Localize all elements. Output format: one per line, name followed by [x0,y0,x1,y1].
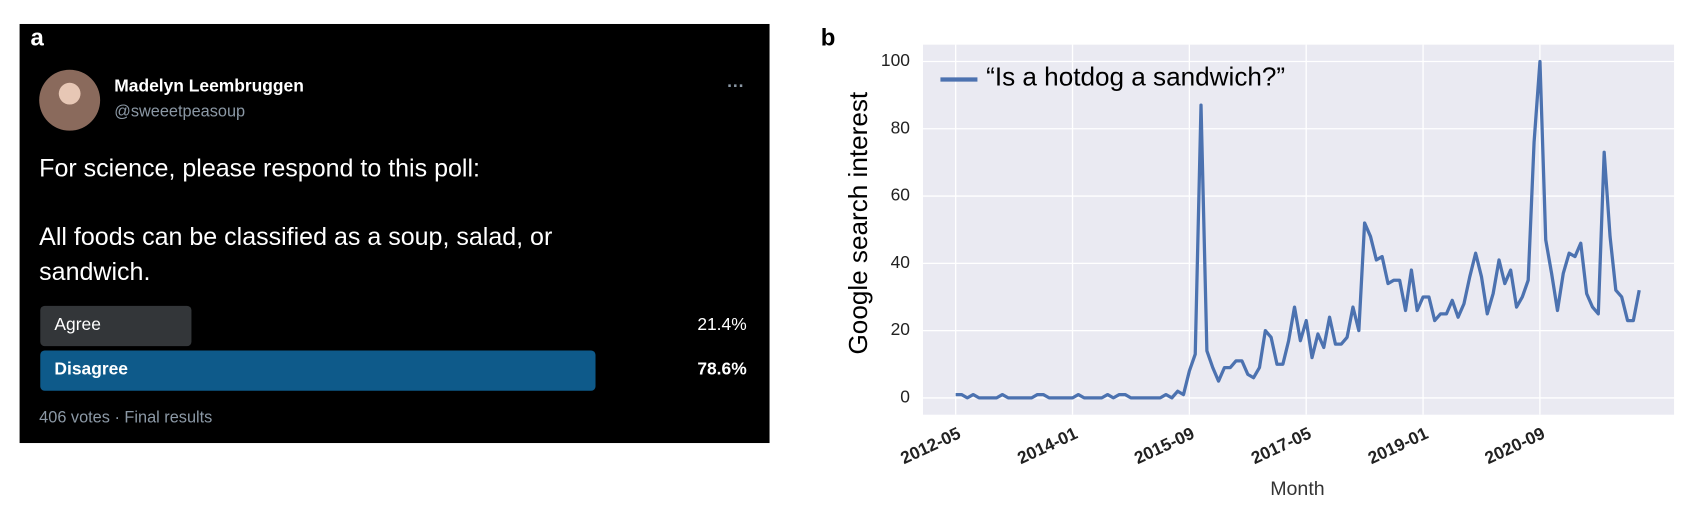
y-tick-label: 100 [881,50,910,70]
more-button[interactable]: ··· [727,76,744,96]
poll: Agree 21.4% Disagree 78.6% [40,305,747,391]
tweet-handle[interactable]: @sweeetpeasoup [114,102,245,120]
poll-option: Disagree [54,359,128,379]
tweet-text: For science, please respond to this poll… [39,154,480,182]
y-tick-label: 40 [891,252,910,272]
x-tick-label: 2017-05 [1248,423,1315,468]
tweet-text: All foods can be classified as a soup, s… [39,223,552,251]
y-tick-label: 80 [891,117,910,137]
y-tick-label: 0 [900,387,910,407]
avatar-face [58,82,81,105]
tweet-text: sandwich. [39,258,150,286]
x-tick-label: 2019-01 [1365,423,1432,468]
x-tick-label: 2015-09 [1131,423,1198,468]
x-tick-label: 2014-01 [1014,423,1081,468]
plot-area [923,44,1675,415]
x-tick-label: 2012-05 [897,423,964,468]
tweet-author[interactable]: Madelyn Leembruggen [114,76,304,96]
poll-bar [40,305,192,347]
legend-label: “Is a hotdog a sandwich?” [986,61,1285,91]
panel-label: a [30,25,44,52]
y-tick-label: 20 [891,319,910,339]
poll-bar [40,350,596,391]
poll-percent: 21.4% [697,314,746,334]
poll-option: Agree [54,314,100,334]
poll-footer: 406 votes · Final results [39,408,212,426]
poll-percent: 78.6% [697,359,747,379]
panel-label: b [821,25,836,52]
x-tick-label: 2020-09 [1482,423,1549,468]
series-line [955,59,1641,400]
y-tick-label: 60 [891,185,910,205]
x-axis-title: Month [1270,478,1324,500]
y-axis-title: Google search interest [843,91,873,354]
